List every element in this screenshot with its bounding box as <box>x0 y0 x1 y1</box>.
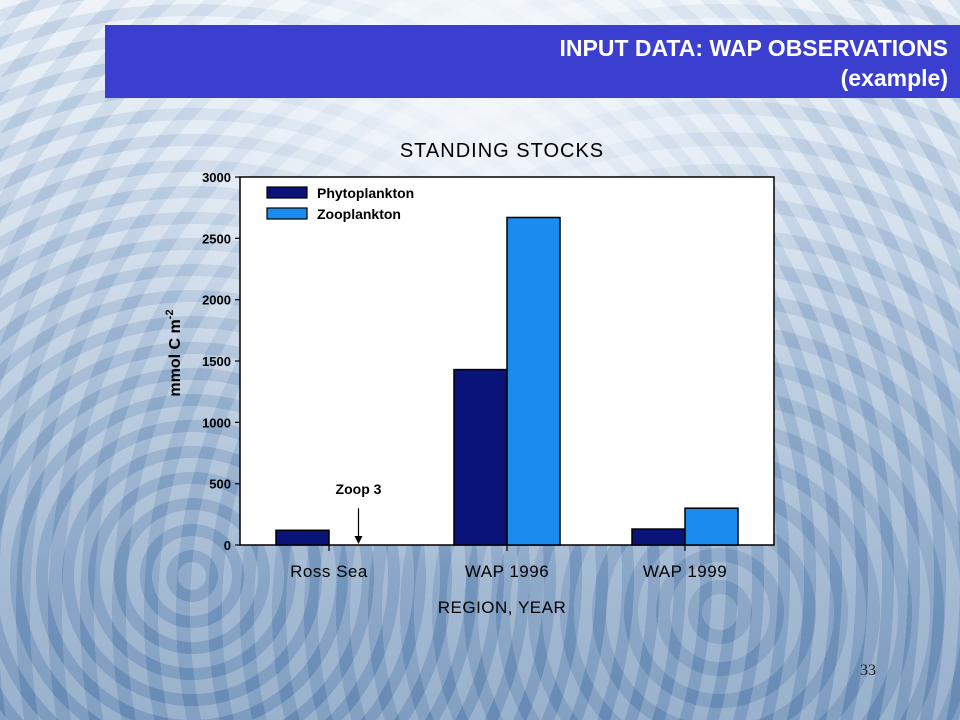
legend-swatch-phytoplankton <box>266 186 308 199</box>
page-number: 33 <box>860 662 876 679</box>
chart-panel: STANDING STOCKS 0 500 1000 1500 2000 2500 3000 m… <box>150 122 810 632</box>
annotation-label: Zoop 3 <box>336 481 382 497</box>
bar-chart: STANDING STOCKS 0 500 1000 1500 2000 2500 3000 m… <box>164 140 775 617</box>
y-axis-label: mmol C m-2 <box>164 309 184 396</box>
bar-zooplankton <box>506 216 561 546</box>
y-tick-label: 2500 <box>202 231 231 246</box>
bar-phytoplankton <box>631 528 686 546</box>
y-tick-label: 1000 <box>202 415 231 430</box>
y-tick-label: 1500 <box>202 354 231 369</box>
bar-phytoplankton <box>453 368 508 546</box>
bar-zooplankton <box>684 507 739 546</box>
y-axis-label-superscript: -2 <box>164 309 176 319</box>
title-banner: INPUT DATA: WAP OBSERVATIONS (example) <box>105 25 960 98</box>
legend-label-phytoplankton: Phytoplankton <box>317 185 414 201</box>
annotation-arrow-head <box>354 536 363 544</box>
y-tick-label: 3000 <box>202 170 231 185</box>
slide-title: INPUT DATA: WAP OBSERVATIONS (example) <box>560 33 948 93</box>
slide-title-line1: INPUT DATA: WAP OBSERVATIONS <box>559 35 948 61</box>
legend-label-zooplankton: Zooplankton <box>317 206 401 222</box>
y-tick-label: 2000 <box>202 293 231 308</box>
legend-swatch-zooplankton <box>266 207 308 220</box>
bar-phytoplankton <box>275 529 330 546</box>
x-tick-label: WAP 1996 <box>465 562 549 581</box>
y-tick-label: 0 <box>224 538 231 553</box>
chart-title: STANDING STOCKS <box>400 140 604 162</box>
y-tick-label: 500 <box>209 477 231 492</box>
x-axis-label: REGION, YEAR <box>438 598 567 617</box>
slide-title-line2: (example) <box>840 65 948 91</box>
x-tick-label: Ross Sea <box>290 562 368 581</box>
x-tick-label: WAP 1999 <box>643 562 727 581</box>
